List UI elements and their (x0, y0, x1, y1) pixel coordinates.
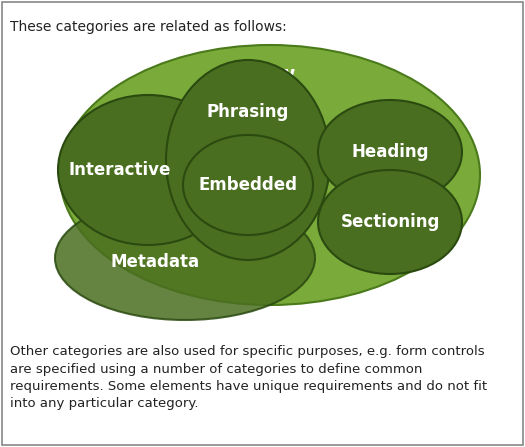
Ellipse shape (55, 196, 315, 320)
Text: Embedded: Embedded (198, 176, 298, 194)
Text: Sectioning: Sectioning (340, 213, 440, 231)
Ellipse shape (58, 95, 238, 245)
Text: Other categories are also used for specific purposes, e.g. form controls
are spe: Other categories are also used for speci… (10, 345, 487, 410)
Ellipse shape (166, 60, 330, 260)
Ellipse shape (318, 100, 462, 204)
Text: Flow: Flow (244, 66, 296, 84)
Text: Phrasing: Phrasing (207, 103, 289, 121)
Ellipse shape (318, 170, 462, 274)
Text: Metadata: Metadata (110, 253, 200, 271)
Text: These categories are related as follows:: These categories are related as follows: (10, 20, 287, 34)
Text: Heading: Heading (351, 143, 429, 161)
Ellipse shape (60, 45, 480, 305)
Text: Interactive: Interactive (69, 161, 171, 179)
Ellipse shape (183, 135, 313, 235)
